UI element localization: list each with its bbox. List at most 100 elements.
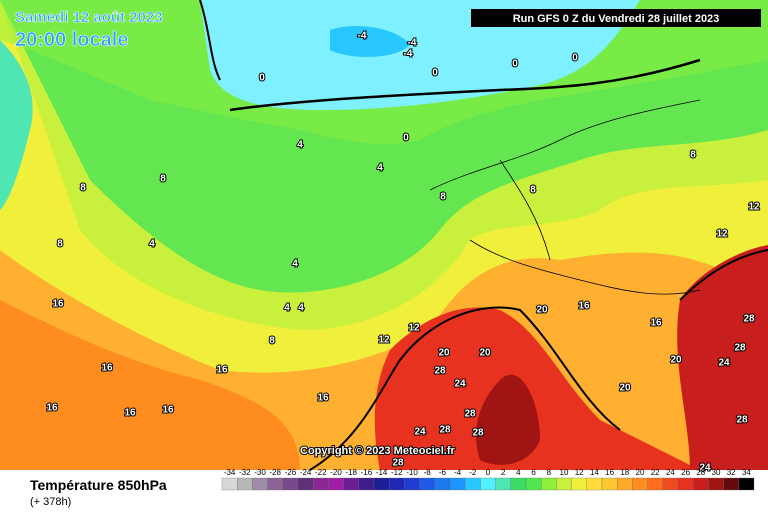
contour-label: 8 — [269, 336, 275, 347]
scale-label: 22 — [651, 468, 660, 477]
contour-label: 12 — [408, 323, 420, 334]
scale-cell — [556, 477, 572, 491]
scale-label: -30 — [254, 468, 266, 477]
contour-label: 12 — [378, 335, 390, 346]
scale-cell — [677, 477, 694, 491]
scale-cell — [480, 477, 496, 491]
contour-label: 28 — [743, 314, 755, 325]
scale-label: -24 — [300, 468, 312, 477]
scale-cell — [419, 477, 435, 491]
scale-cell — [465, 477, 481, 491]
contour-label: 4 — [284, 303, 290, 314]
scale-label: -32 — [239, 468, 251, 477]
contour-label: 20 — [479, 348, 491, 359]
field-orange — [0, 300, 300, 470]
scale-cell — [738, 477, 755, 491]
scale-label: 18 — [620, 468, 629, 477]
contour-label: 16 — [578, 301, 590, 312]
scale-cell — [434, 477, 451, 491]
scale-cell — [343, 477, 359, 491]
contour-label: 0 — [572, 53, 578, 64]
scale-label: 16 — [605, 468, 614, 477]
scale-cell — [632, 477, 648, 491]
contour-label: 4 — [297, 140, 303, 151]
scale-cell — [297, 477, 314, 491]
contour-label: 28 — [464, 409, 476, 420]
scale-label: -2 — [469, 468, 477, 477]
scale-label: 28 — [696, 468, 705, 477]
scale-label: 24 — [666, 468, 675, 477]
scale-cell — [708, 477, 724, 491]
contour-label: 4 — [377, 163, 383, 174]
scale-label: -6 — [439, 468, 447, 477]
scale-cell — [313, 477, 329, 491]
scale-cell — [510, 477, 527, 491]
scale-label: 6 — [531, 468, 536, 477]
scale-cell — [495, 477, 511, 491]
time-text: 20:00 locale — [15, 29, 128, 51]
scale-label: 14 — [590, 468, 599, 477]
contour-line — [679, 249, 768, 301]
border-line — [499, 159, 551, 261]
contour-label: 8 — [80, 183, 86, 194]
contour-label: 4 — [292, 259, 298, 270]
field-darkred — [677, 245, 768, 470]
contour-label: 4 — [298, 303, 304, 314]
contour-label: 20 — [619, 383, 631, 394]
scale-label: 4 — [516, 468, 521, 477]
date-text: Samedi 12 août 2023 — [15, 9, 163, 26]
contour-line — [199, 0, 221, 81]
contour-label: 16 — [101, 363, 113, 374]
contour-label: 8 — [440, 192, 446, 203]
scale-cell — [282, 477, 299, 491]
scale-cell — [237, 477, 253, 491]
contour-label: 28 — [734, 343, 746, 354]
contour-label: 0 — [512, 59, 518, 70]
scale-cell — [404, 477, 420, 491]
contour-label: 16 — [162, 405, 174, 416]
contour-label: 20 — [536, 305, 548, 316]
scale-label: -26 — [285, 468, 297, 477]
contour-label: 16 — [52, 299, 64, 310]
scale-label: -28 — [269, 468, 281, 477]
scale-label: 12 — [575, 468, 584, 477]
scale-cell — [373, 477, 390, 491]
contour-label: 16 — [317, 393, 329, 404]
contour-label: 0 — [259, 73, 265, 84]
scale-label: 26 — [681, 468, 690, 477]
field-cyan — [200, 0, 640, 110]
scale-label: 10 — [560, 468, 569, 477]
border-line — [429, 99, 701, 191]
run-text: Run GFS 0 Z du Vendredi 28 juillet 2023 — [513, 13, 720, 25]
contour-label: 24 — [414, 427, 426, 438]
contour-label: 8 — [530, 185, 536, 196]
contour-label: 24 — [718, 358, 730, 369]
scale-label: 30 — [712, 468, 721, 477]
contour-label: 16 — [124, 408, 136, 419]
scale-cell — [662, 477, 679, 491]
contour-line — [229, 58, 701, 112]
contour-label: 24 — [699, 463, 711, 474]
scale-label: 0 — [486, 468, 491, 477]
contour-label: 20 — [670, 355, 682, 366]
scale-label: 32 — [727, 468, 736, 477]
contour-label: 28 — [472, 428, 484, 439]
contour-label: 28 — [392, 458, 404, 469]
contour-label: 0 — [432, 68, 438, 79]
scale-label: -4 — [454, 468, 462, 477]
contour-label: 28 — [434, 366, 446, 377]
scale-cell — [389, 477, 405, 491]
contour-label: -4 — [358, 31, 367, 42]
scale-cell — [328, 477, 344, 491]
scale-cell — [693, 477, 709, 491]
scale-cell — [571, 477, 587, 491]
scale-label: 8 — [547, 468, 552, 477]
scale-label: -18 — [345, 468, 357, 477]
field-name: Température 850hPa — [30, 477, 167, 493]
field-deepred — [476, 374, 540, 465]
scale-cell — [541, 477, 557, 491]
lead-time: (+ 378h) — [30, 496, 71, 508]
